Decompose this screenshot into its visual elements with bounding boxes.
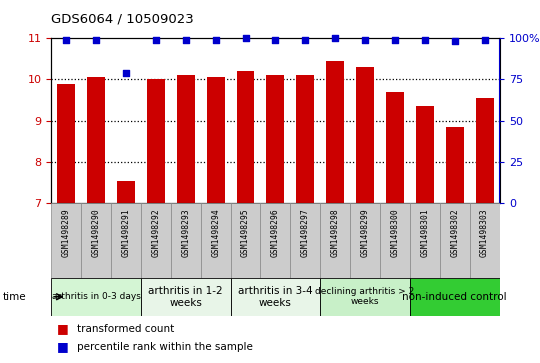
Text: GSM1498292: GSM1498292 (151, 208, 160, 257)
Text: GSM1498300: GSM1498300 (390, 208, 400, 257)
Bar (231, 203, 260, 278)
Bar (207, 77, 225, 203)
Bar (356, 67, 374, 203)
Point (421, 37, 429, 43)
Bar (350, 203, 380, 278)
Bar (476, 98, 494, 203)
Bar (416, 106, 434, 203)
Text: declining arthritis > 2
weeks: declining arthritis > 2 weeks (315, 287, 415, 306)
Bar (171, 203, 201, 278)
Bar (470, 203, 500, 278)
Text: GSM1498293: GSM1498293 (181, 208, 190, 257)
Text: GSM1498296: GSM1498296 (271, 208, 280, 257)
Text: GSM1498299: GSM1498299 (361, 208, 369, 257)
Bar (87, 77, 105, 203)
Text: GSM1498289: GSM1498289 (62, 208, 71, 257)
Bar (440, 203, 470, 278)
Point (211, 37, 220, 43)
Bar (141, 278, 231, 316)
Bar (291, 203, 320, 278)
Bar (177, 75, 195, 203)
Text: ■: ■ (57, 340, 69, 353)
Bar (51, 278, 141, 316)
Point (361, 37, 369, 43)
Bar (320, 278, 410, 316)
Text: GSM1498303: GSM1498303 (480, 208, 489, 257)
Text: GSM1498290: GSM1498290 (92, 208, 100, 257)
Bar (320, 203, 350, 278)
Text: percentile rank within the sample: percentile rank within the sample (77, 342, 253, 352)
Point (92, 37, 100, 43)
Point (122, 70, 130, 76)
Point (62, 37, 71, 43)
Bar (141, 203, 171, 278)
Text: time: time (3, 292, 26, 302)
Bar (386, 92, 404, 203)
Text: transformed count: transformed count (77, 323, 174, 334)
Point (450, 38, 459, 44)
Text: GSM1498295: GSM1498295 (241, 208, 250, 257)
Text: GSM1498297: GSM1498297 (301, 208, 310, 257)
Text: GDS6064 / 10509023: GDS6064 / 10509023 (51, 13, 194, 26)
Bar (81, 203, 111, 278)
Bar (380, 203, 410, 278)
Text: GSM1498301: GSM1498301 (420, 208, 429, 257)
Bar (260, 203, 291, 278)
Point (152, 37, 160, 43)
Point (331, 35, 340, 41)
Text: GSM1498294: GSM1498294 (211, 208, 220, 257)
Text: GSM1498291: GSM1498291 (122, 208, 131, 257)
Bar (410, 278, 500, 316)
Text: GSM1498298: GSM1498298 (330, 208, 340, 257)
Bar (296, 75, 314, 203)
Point (480, 37, 489, 43)
Point (241, 35, 250, 41)
Text: arthritis in 1-2
weeks: arthritis in 1-2 weeks (148, 286, 223, 307)
Bar (237, 71, 254, 203)
Text: ■: ■ (57, 322, 69, 335)
Bar (51, 203, 81, 278)
Point (301, 37, 309, 43)
Bar (231, 278, 320, 316)
Bar (326, 61, 344, 203)
Bar (446, 127, 464, 203)
Bar (147, 79, 165, 203)
Bar (201, 203, 231, 278)
Bar (117, 180, 135, 203)
Point (181, 37, 190, 43)
Point (390, 37, 399, 43)
Bar (57, 83, 75, 203)
Text: GSM1498302: GSM1498302 (450, 208, 459, 257)
Bar (266, 75, 285, 203)
Point (271, 37, 280, 43)
Text: arthritis in 3-4
weeks: arthritis in 3-4 weeks (238, 286, 313, 307)
Bar (410, 203, 440, 278)
Text: non-induced control: non-induced control (402, 292, 507, 302)
Text: arthritis in 0-3 days: arthritis in 0-3 days (52, 292, 140, 301)
Bar (111, 203, 141, 278)
